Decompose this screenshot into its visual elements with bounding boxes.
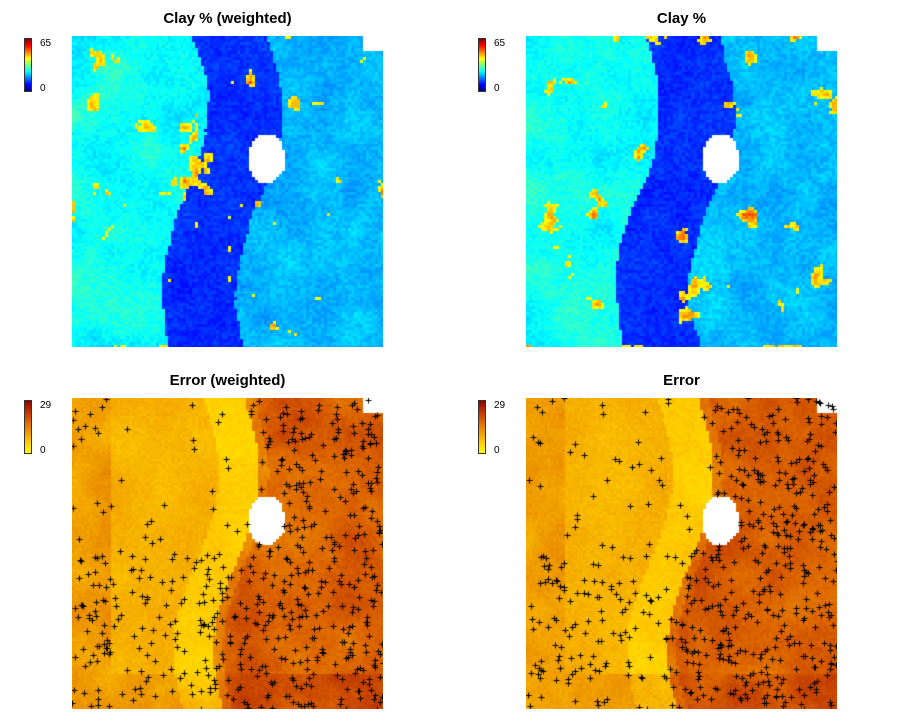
legend-color-bar xyxy=(24,38,32,92)
legend-max-label: 29 xyxy=(40,400,52,411)
map-raster xyxy=(526,36,837,347)
chart-title: Clay % xyxy=(656,10,707,27)
legend-max-label: 65 xyxy=(40,38,52,49)
chart-title: Clay % (weighted) xyxy=(163,10,292,27)
legend-min-label: 0 xyxy=(494,445,500,456)
legend-min-label: 0 xyxy=(40,83,46,94)
map-raster xyxy=(526,398,837,709)
map-raster xyxy=(72,36,383,347)
chart-title: Error xyxy=(663,372,700,389)
legend-color-bar xyxy=(24,400,32,454)
legend-min-label: 0 xyxy=(40,445,46,456)
legend-max-label: 29 xyxy=(494,400,506,411)
legend-min-label: 0 xyxy=(494,83,500,94)
legend-color-bar xyxy=(478,400,486,454)
map-raster xyxy=(72,398,383,709)
chart-title: Error (weighted) xyxy=(169,372,286,389)
legend-color-bar xyxy=(478,38,486,92)
legend-max-label: 65 xyxy=(494,38,506,49)
